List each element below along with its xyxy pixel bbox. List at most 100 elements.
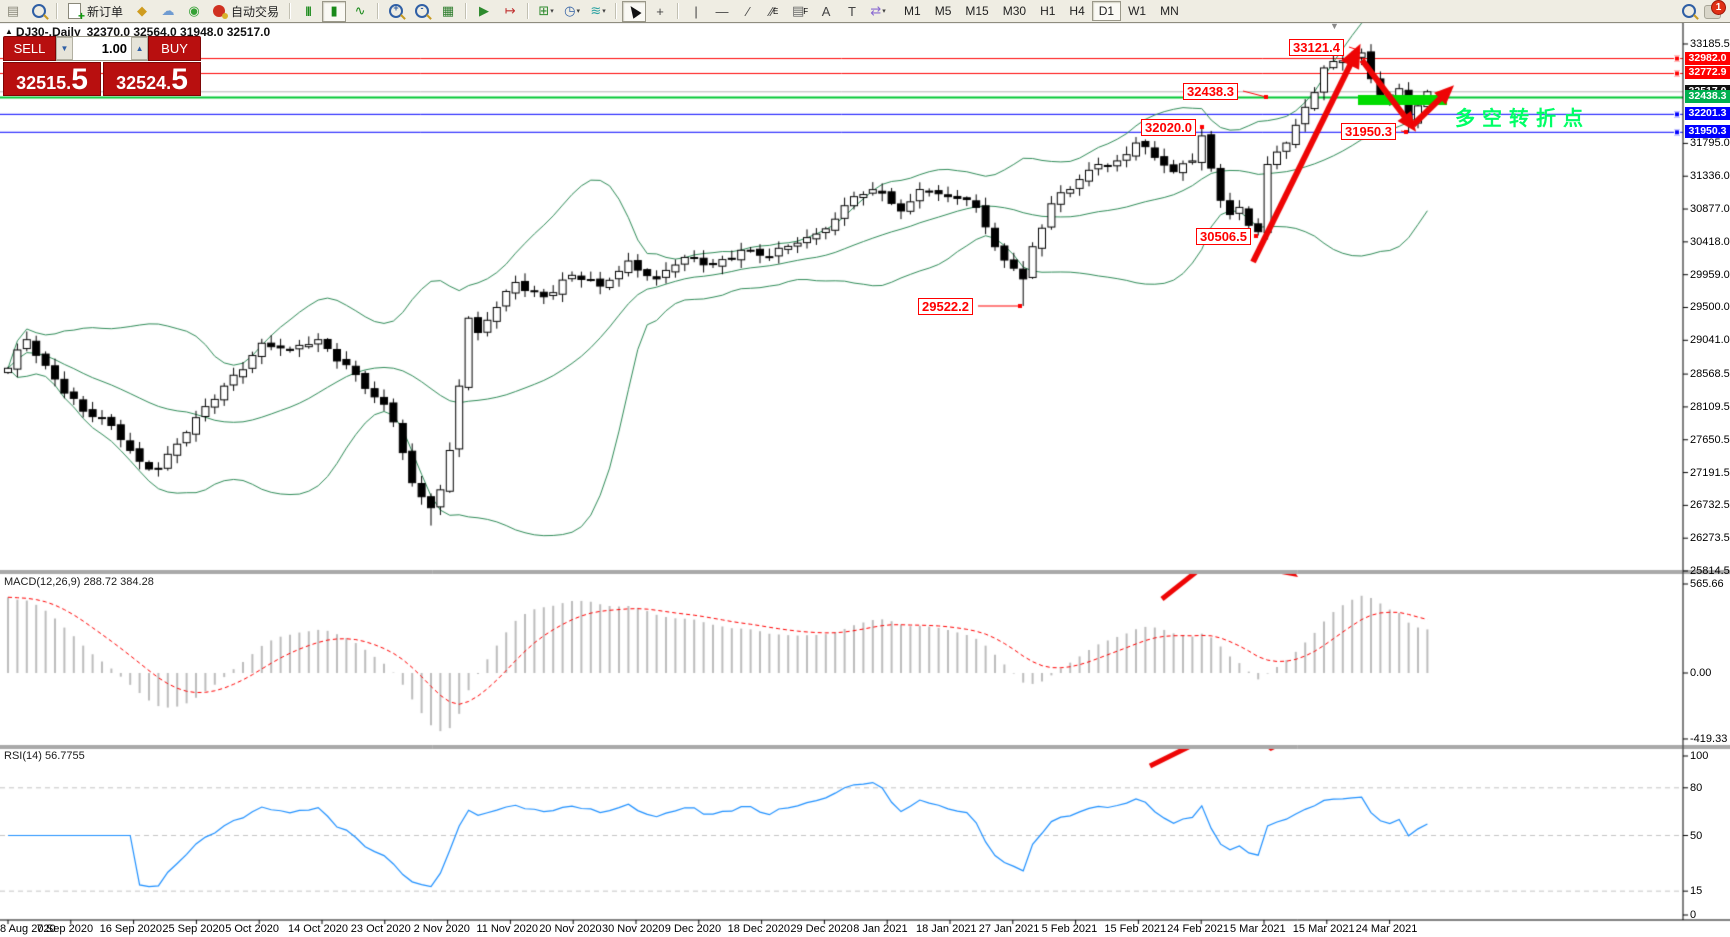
vertical-line-icon[interactable]: | bbox=[694, 3, 698, 19]
print-preview-icon[interactable] bbox=[27, 1, 51, 22]
x-axis-date: 18 Jan 2021 bbox=[916, 923, 977, 935]
new-order-button-label: 新订单 bbox=[87, 4, 124, 19]
rsi-indicator-label: RSI(14) 56.7755 bbox=[4, 750, 85, 762]
bar-chart-mode-icon[interactable]: ||| bbox=[305, 5, 311, 17]
collapse-triangle-icon[interactable]: ▲ bbox=[5, 27, 13, 36]
channel-icon[interactable]: ∕∕ E bbox=[769, 3, 779, 19]
fibonacci-icon[interactable]: ▤ F bbox=[791, 3, 809, 18]
indicators-icon[interactable]: ≋ ▾ bbox=[590, 3, 606, 18]
cloud-icon[interactable]: ☁ bbox=[161, 3, 175, 18]
toolbar-separator bbox=[677, 3, 680, 19]
new-order-button-icon bbox=[68, 3, 85, 23]
x-axis-date: 18 Dec 2020 bbox=[727, 923, 790, 935]
x-axis-date: 9 Dec 2020 bbox=[664, 923, 722, 935]
toolbar-right-group: 1 bbox=[1682, 0, 1726, 20]
line-chart-mode-icon[interactable]: ∿ bbox=[354, 3, 366, 18]
volume-input[interactable]: 1.00 bbox=[72, 37, 132, 60]
y-axis-tick: 27650.5 bbox=[1690, 433, 1730, 446]
zoom-in-icon[interactable]: + bbox=[384, 1, 408, 22]
x-axis-date: 29 Dec 2020 bbox=[790, 923, 853, 935]
buy-price-pips: 5 bbox=[171, 63, 188, 96]
tile-windows-icon[interactable]: ▦ bbox=[441, 3, 455, 18]
buy-price-box[interactable]: 32524. 5 bbox=[103, 62, 201, 96]
price-callout[interactable]: 29522.2 bbox=[918, 298, 973, 315]
rsi-axis-tick: 80 bbox=[1690, 781, 1703, 794]
price-callout[interactable]: 31950.3 bbox=[1341, 123, 1396, 140]
price-callout[interactable]: 32438.3 bbox=[1183, 83, 1238, 100]
price-level-label: 32772.9 bbox=[1685, 66, 1730, 80]
sell-price-main: 32515. bbox=[16, 73, 72, 93]
trendline-icon[interactable]: ∕ bbox=[746, 3, 750, 19]
zoom-out-icon[interactable]: - bbox=[410, 1, 434, 22]
timeframe-h4[interactable]: H4 bbox=[1069, 4, 1085, 18]
document-icon[interactable]: ▤ bbox=[6, 3, 20, 18]
price-level-label: 31950.3 bbox=[1685, 125, 1730, 139]
chart-shift-icon[interactable]: ↦ bbox=[504, 3, 516, 18]
crosshair-icon[interactable]: + bbox=[656, 3, 664, 19]
x-axis-date: 8 Jan 2021 bbox=[853, 923, 908, 935]
toolbar-separator bbox=[615, 3, 618, 19]
timeframe-m15[interactable]: M15 bbox=[965, 4, 989, 18]
toolbar-separator bbox=[56, 3, 58, 19]
cursor-icon[interactable] bbox=[622, 0, 647, 22]
sell-price-box[interactable]: 32515. 5 bbox=[3, 62, 101, 96]
text-icon[interactable]: A bbox=[821, 3, 831, 19]
one-click-trade-panel: SELL ▼ 1.00 ▲ BUY 32515. 5 32524. 5 bbox=[3, 36, 201, 96]
text-label-icon[interactable]: T bbox=[848, 3, 856, 19]
volume-decrease-button[interactable]: ▼ bbox=[55, 37, 73, 60]
buy-button[interactable]: BUY bbox=[148, 36, 201, 61]
x-axis-date: 24 Feb 2021 bbox=[1167, 923, 1229, 935]
x-axis-date: 20 Nov 2020 bbox=[539, 923, 602, 935]
x-axis-date: 15 Mar 2021 bbox=[1292, 923, 1355, 935]
timeframe-m30[interactable]: M30 bbox=[1002, 4, 1027, 18]
buy-price-main: 32524. bbox=[116, 73, 172, 93]
notifications-button[interactable]: 1 bbox=[1704, 0, 1726, 20]
chart-shift-marker-icon[interactable]: ▼ bbox=[1330, 21, 1339, 31]
volume-increase-button[interactable]: ▲ bbox=[131, 37, 149, 60]
timeframe-m1[interactable]: M1 bbox=[904, 4, 921, 18]
price-level-label: 32982.0 bbox=[1685, 51, 1730, 65]
x-axis-date: 8 Aug 2020 bbox=[0, 923, 56, 935]
y-axis-tick: 28109.5 bbox=[1690, 400, 1730, 413]
price-callout[interactable]: 30506.5 bbox=[1196, 228, 1251, 245]
timeframe-h1[interactable]: H1 bbox=[1040, 4, 1056, 18]
x-axis-date: 16 Sep 2020 bbox=[99, 923, 162, 935]
new-order-button[interactable]: 新订单 bbox=[64, 2, 127, 23]
auto-trading-button[interactable]: 自动交易 bbox=[209, 2, 283, 21]
y-axis-tick: 30418.0 bbox=[1690, 235, 1730, 248]
macd-axis-tick: 565.66 bbox=[1690, 578, 1724, 590]
price-callout[interactable]: 32020.0 bbox=[1141, 119, 1196, 136]
x-axis-date: 23 Oct 2020 bbox=[350, 923, 411, 935]
timeframe-d1[interactable]: D1 bbox=[1091, 1, 1122, 21]
search-icon[interactable] bbox=[1682, 4, 1696, 18]
timeframe-m5[interactable]: M5 bbox=[934, 4, 952, 18]
sell-button[interactable]: SELL bbox=[3, 36, 56, 61]
x-axis-date: 5 Mar 2021 bbox=[1230, 923, 1286, 935]
x-axis-date: 24 Mar 2021 bbox=[1355, 923, 1418, 935]
auto-scroll-icon[interactable]: ▶ bbox=[479, 3, 490, 18]
timeframe-w1[interactable]: W1 bbox=[1128, 4, 1147, 18]
timeframe-mn[interactable]: MN bbox=[1160, 4, 1179, 18]
price-callout[interactable]: 33121.4 bbox=[1289, 39, 1344, 56]
rsi-axis-tick: 15 bbox=[1690, 885, 1703, 898]
candlestick-mode-icon[interactable]: ▮ bbox=[322, 0, 347, 22]
signal-icon[interactable]: ◉ bbox=[188, 3, 200, 18]
macd-indicator-label: MACD(12,26,9) 288.72 384.28 bbox=[4, 576, 154, 588]
y-axis-tick: 27191.5 bbox=[1690, 466, 1730, 479]
y-axis-tick: 26732.5 bbox=[1690, 499, 1730, 512]
period-icon[interactable]: ◷ ▾ bbox=[564, 3, 580, 18]
macd-axis-tick: 0.00 bbox=[1690, 667, 1712, 679]
ohlc-values: 32370.0 32564.0 31948.0 32517.0 bbox=[86, 25, 271, 39]
arrows-tool-icon[interactable]: ⇄ ▾ bbox=[870, 3, 886, 18]
chart-title: ▲ DJ30-,Daily 32370.0 32564.0 31948.0 3251… bbox=[5, 25, 270, 39]
macd-axis-tick: -419.33 bbox=[1690, 732, 1728, 745]
new-window-icon[interactable]: ⊞ ▾ bbox=[538, 3, 554, 18]
y-axis-tick: 25814.5 bbox=[1690, 565, 1730, 577]
x-axis-date: 30 Nov 2020 bbox=[602, 923, 665, 935]
y-axis-tick: 26273.5 bbox=[1690, 532, 1730, 545]
horizontal-line-icon[interactable]: — bbox=[715, 3, 729, 19]
x-axis-date: 5 Oct 2020 bbox=[225, 923, 280, 935]
depth-of-market-icon[interactable]: ◆ bbox=[137, 3, 148, 18]
